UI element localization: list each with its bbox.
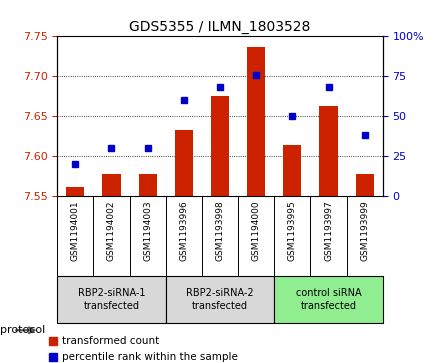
Bar [211, 96, 229, 196]
Text: GSM1193998: GSM1193998 [216, 200, 224, 261]
Title: GDS5355 / ILMN_1803528: GDS5355 / ILMN_1803528 [129, 20, 311, 34]
Text: GSM1193997: GSM1193997 [324, 200, 333, 261]
Text: protocol: protocol [0, 325, 45, 335]
Text: GSM1193996: GSM1193996 [180, 200, 188, 261]
Bar [139, 174, 157, 196]
Text: transformed count: transformed count [62, 336, 159, 346]
Text: GSM1194002: GSM1194002 [107, 200, 116, 261]
Bar [175, 130, 193, 196]
Bar [356, 174, 374, 196]
Bar [166, 276, 274, 323]
Text: GSM1193999: GSM1193999 [360, 200, 369, 261]
Bar [283, 145, 301, 196]
Text: control siRNA
transfected: control siRNA transfected [296, 288, 361, 311]
Bar [319, 106, 337, 196]
Text: RBP2-siRNA-2
transfected: RBP2-siRNA-2 transfected [186, 288, 254, 311]
Text: GSM1194001: GSM1194001 [71, 200, 80, 261]
Text: GSM1193995: GSM1193995 [288, 200, 297, 261]
Bar [247, 47, 265, 196]
Text: GSM1194003: GSM1194003 [143, 200, 152, 261]
Bar [57, 276, 166, 323]
Text: percentile rank within the sample: percentile rank within the sample [62, 352, 238, 362]
Bar [103, 174, 121, 196]
Bar [66, 187, 84, 196]
Bar [274, 276, 383, 323]
Text: RBP2-siRNA-1
transfected: RBP2-siRNA-1 transfected [78, 288, 145, 311]
Text: GSM1194000: GSM1194000 [252, 200, 260, 261]
